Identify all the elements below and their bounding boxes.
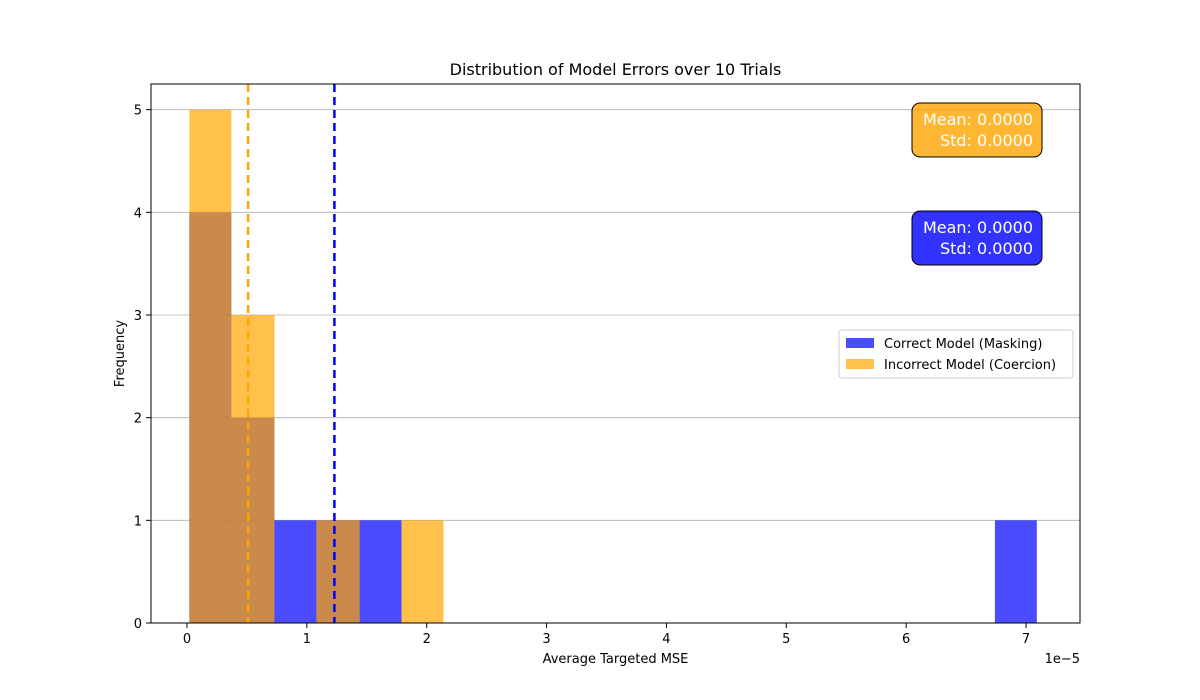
x-tick-label: 5 (782, 632, 790, 647)
x-tick-label: 2 (423, 632, 431, 647)
stats-std-text: Std: 0.0000 (940, 239, 1033, 258)
stats-mean-text: Mean: 0.0000 (923, 218, 1033, 237)
y-axis-label: Frequency (113, 320, 128, 387)
x-tick-label: 1 (303, 632, 311, 647)
y-tick-label: 4 (134, 206, 142, 221)
legend: Correct Model (Masking) Incorrect Model (… (838, 329, 1074, 379)
ticks-layer: 0 1 2 3 4 5 6 7 0 1 2 3 4 5 (134, 104, 1030, 647)
legend-label-series-1: Correct Model (Masking) (884, 337, 1042, 352)
stats-boxes: Mean: 0.0000 Std: 0.0000 Mean: 0.0000 Std: … (911, 102, 1043, 266)
stats-mean-text: Mean: 0.0000 (923, 110, 1033, 129)
legend-swatch-series-2 (846, 359, 874, 369)
mean-lines-layer (246, 84, 336, 623)
histogram-bar-series-2 (189, 109, 232, 623)
plot-frame (150, 83, 1081, 624)
y-tick-label: 3 (134, 309, 142, 324)
legend-frame (838, 329, 1074, 379)
chart-title: Distribution of Model Errors over 10 Tri… (450, 60, 782, 79)
bars-layer (189, 109, 1037, 624)
histogram-bar-series-2 (316, 520, 360, 623)
stats-box-background (911, 102, 1043, 158)
x-tick-label: 0 (183, 632, 191, 647)
histogram-bar-series-1 (359, 520, 402, 623)
histogram-bar-series-2 (231, 315, 275, 623)
stats-std-text: Std: 0.0000 (940, 131, 1033, 150)
x-tick-label: 3 (542, 632, 550, 647)
histogram-bar-series-1 (994, 520, 1037, 623)
y-tick-label: 5 (134, 104, 142, 119)
y-tick-label: 0 (134, 617, 142, 632)
y-tick-label: 1 (134, 514, 142, 529)
x-axis-label: Average Targeted MSE (543, 652, 689, 667)
stats-box-background (911, 210, 1043, 266)
stats-box-series-1: Mean: 0.0000 Std: 0.0000 (911, 210, 1043, 266)
histogram-bar-series-1 (274, 520, 317, 623)
x-tick-label: 4 (662, 632, 670, 647)
stats-box-series-2: Mean: 0.0000 Std: 0.0000 (911, 102, 1043, 158)
x-tick-label: 6 (902, 632, 910, 647)
histogram-bar-series-2 (401, 520, 444, 623)
legend-swatch-series-1 (846, 338, 874, 348)
legend-label-series-2: Incorrect Model (Coercion) (884, 358, 1056, 373)
x-axis-offset-label: 1e−5 (1045, 652, 1080, 667)
y-tick-label: 2 (134, 412, 142, 427)
x-tick-label: 7 (1022, 632, 1030, 647)
